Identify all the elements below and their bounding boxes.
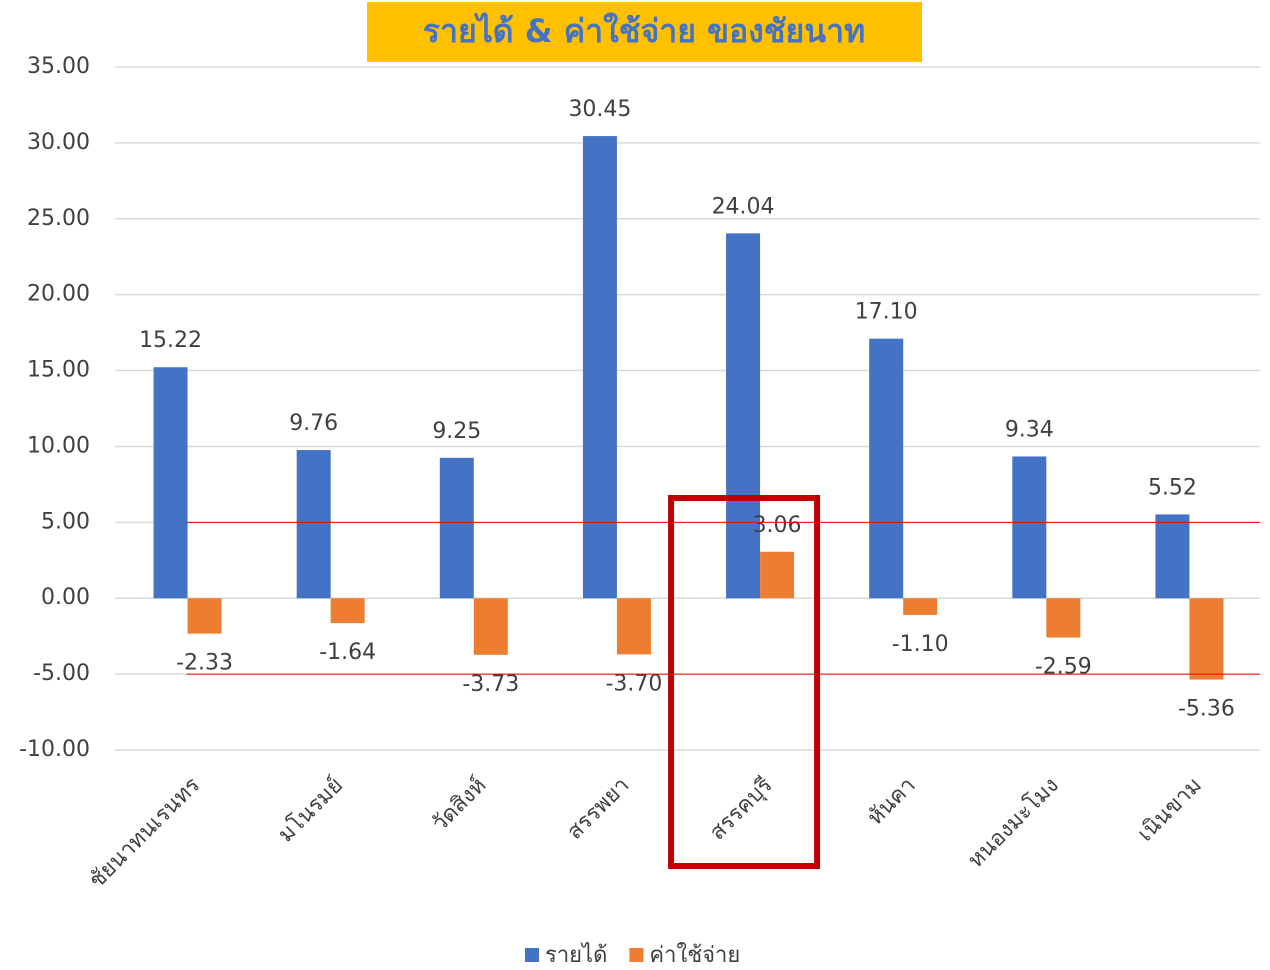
x-tick-label: มโนรมย์ xyxy=(273,772,348,847)
y-tick-label: -10.00 xyxy=(19,737,90,762)
x-tick-label: หนองมะโมง xyxy=(963,772,1064,873)
y-tick-label: 15.00 xyxy=(27,358,90,383)
data-label: 30.45 xyxy=(568,97,631,122)
data-label: 24.04 xyxy=(712,194,775,219)
y-tick-label: 5.00 xyxy=(41,509,90,534)
bar xyxy=(1155,514,1190,599)
data-label: -2.33 xyxy=(176,651,233,676)
data-label: 9.34 xyxy=(1005,417,1054,442)
data-label: -1.10 xyxy=(892,632,949,657)
x-tick-label: วัดสิงห์ xyxy=(427,773,491,837)
bar xyxy=(1189,598,1224,680)
legend-swatch xyxy=(525,948,539,962)
bar xyxy=(726,233,761,599)
data-label: -3.70 xyxy=(605,671,662,696)
y-tick-label: 30.00 xyxy=(27,130,90,155)
bar xyxy=(296,450,331,599)
bar xyxy=(153,367,188,599)
bar xyxy=(582,136,617,599)
x-tick-label: เนินขาม xyxy=(1133,773,1207,847)
bar xyxy=(1046,598,1081,638)
legend-swatch xyxy=(629,948,644,962)
bar xyxy=(439,457,474,599)
data-label: -3.73 xyxy=(462,672,519,697)
highlight-box xyxy=(668,495,821,869)
data-label: 9.25 xyxy=(432,419,481,444)
bar xyxy=(187,598,222,634)
legend-label: รายได้ xyxy=(545,942,607,968)
data-label: 9.76 xyxy=(289,411,338,436)
bar xyxy=(1012,456,1047,599)
x-tick-label: สรรพยา xyxy=(562,773,634,845)
data-label: 3.06 xyxy=(753,513,802,538)
data-label: 5.52 xyxy=(1148,475,1197,500)
y-tick-label: 20.00 xyxy=(27,282,90,307)
y-tick-label: 10.00 xyxy=(27,433,90,458)
bar xyxy=(330,598,365,624)
x-tick-label: ชัยนาทนเรนทร xyxy=(85,773,206,894)
data-label: -2.59 xyxy=(1035,655,1092,680)
y-tick-label: 0.00 xyxy=(41,585,90,610)
legend-label: ค่าใช้จ่าย xyxy=(649,942,740,968)
y-tick-label: 35.00 xyxy=(27,54,90,79)
data-label: -1.64 xyxy=(319,640,376,665)
data-label: -5.36 xyxy=(1178,697,1235,722)
legend: รายได้ ค่าใช้จ่าย xyxy=(525,942,740,968)
title-box xyxy=(367,2,922,62)
bar xyxy=(473,598,508,655)
x-tick-label: หันคา xyxy=(863,773,921,831)
chart-title: รายได้ & ค่าใช้จ่าย ของชัยนาท xyxy=(423,12,865,50)
data-label: 17.10 xyxy=(855,300,918,325)
bar xyxy=(903,598,938,615)
y-tick-label: 25.00 xyxy=(27,206,90,231)
y-tick-label: -5.00 xyxy=(33,661,90,686)
x-tick-label: สรรคบุรี xyxy=(705,773,778,846)
bar xyxy=(760,551,795,599)
bar xyxy=(616,598,651,655)
data-label: 15.22 xyxy=(139,328,202,353)
bar xyxy=(869,338,904,599)
